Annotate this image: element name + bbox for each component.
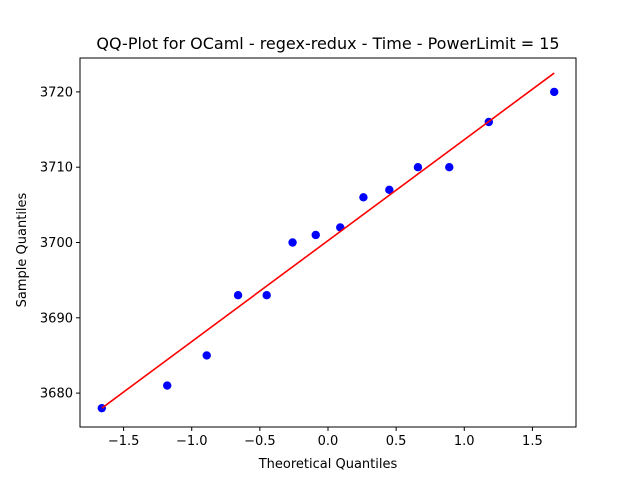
data-point [233, 291, 243, 300]
data-point [288, 238, 297, 247]
data-point [445, 162, 454, 172]
x-tick-label: −1.5 [108, 434, 140, 449]
x-axis-label: Theoretical Quantiles [258, 457, 398, 472]
data-point [385, 185, 394, 194]
data-point [359, 193, 368, 202]
y-tick-label: 3690 [40, 311, 73, 326]
y-tick-label: 3710 [40, 161, 73, 176]
x-tick-label: 1.5 [522, 434, 543, 449]
y-axis-ticks: 3680 3690 3700 3710 3720 [40, 85, 80, 402]
x-tick-label: 1.0 [454, 434, 475, 449]
data-point [311, 230, 320, 240]
y-tick-label: 3680 [40, 387, 73, 402]
data-point [549, 87, 559, 97]
y-tick-label: 3700 [40, 236, 73, 251]
x-tick-label: 0.0 [318, 434, 339, 449]
x-tick-label: −0.5 [244, 434, 276, 449]
data-point [262, 291, 271, 300]
data-point [163, 381, 172, 390]
data-point [336, 223, 345, 232]
chart-title: QQ-Plot for OCaml - regex-redux - Time -… [96, 34, 559, 53]
data-points-layer [97, 87, 559, 413]
x-axis-ticks: −1.5 −1.0 −0.5 0.0 0.5 1.0 1.5 [108, 427, 543, 449]
data-point [413, 162, 423, 172]
data-point [202, 351, 211, 360]
y-axis-label: Sample Quantiles [15, 192, 30, 307]
x-tick-label: −1.0 [176, 434, 208, 449]
y-tick-label: 3720 [40, 85, 73, 100]
fit-line-layer [101, 72, 555, 409]
x-tick-label: 0.5 [386, 434, 407, 449]
fit-line [101, 72, 555, 409]
